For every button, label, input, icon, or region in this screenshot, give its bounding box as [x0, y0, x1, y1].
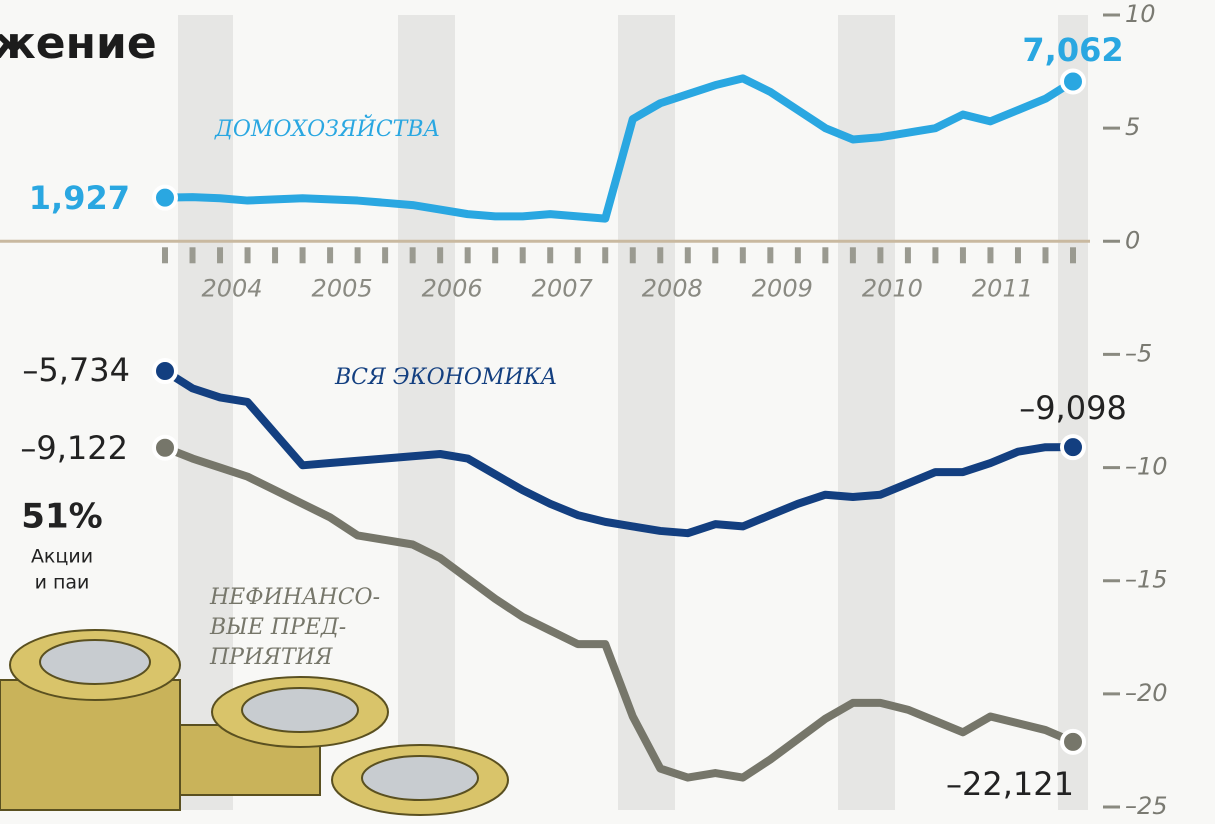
end-point [1060, 68, 1086, 95]
x-tick-mark [189, 247, 196, 264]
bands [178, 15, 1088, 810]
x-tick-mark [877, 247, 884, 264]
series-name-line: НЕФИНАНСО- [209, 585, 380, 610]
x-tick-mark [1014, 247, 1021, 264]
value-label: 7,062 [1022, 31, 1123, 69]
x-tick-mark [987, 247, 994, 264]
x-tick-mark [244, 247, 251, 264]
x-tick-mark [217, 247, 224, 264]
x-tick-mark [959, 247, 966, 264]
x-tick-label: 2005 [312, 274, 373, 302]
y-tick-label: 0 [1125, 226, 1140, 254]
x-tick-mark [272, 247, 279, 264]
y-tick-label: –10 [1125, 453, 1168, 481]
x-tick-mark [519, 247, 526, 264]
annotation: и паи [35, 572, 90, 594]
x-tick-mark [657, 247, 664, 264]
x-tick-label: 2004 [201, 274, 262, 302]
x-tick-label: 2006 [422, 274, 483, 302]
coins [0, 629, 509, 816]
x-tick-label: 2010 [862, 274, 923, 302]
end-point [152, 358, 178, 385]
series-name: ДОМОХОЗЯЙСТВА [214, 114, 440, 142]
x-tick-mark [822, 247, 829, 264]
coin [241, 687, 359, 733]
value-label: –5,734 [22, 351, 130, 389]
x-tick-mark [1070, 247, 1076, 264]
x-tick-mark [299, 247, 306, 264]
annotation: 51% [21, 497, 102, 537]
y-tick-label: –20 [1125, 679, 1168, 707]
x-tick-mark [547, 247, 554, 264]
x-tick-mark [739, 247, 746, 264]
x-tick-mark [574, 247, 581, 264]
x-tick-mark [464, 247, 471, 264]
band [178, 15, 233, 810]
x-tick-mark [849, 247, 856, 264]
x-tick-mark [712, 247, 719, 264]
x-tick-mark [684, 247, 691, 264]
end-point [1060, 728, 1086, 755]
band [1058, 15, 1088, 810]
x-tick-mark [382, 247, 389, 264]
value-label: –22,121 [946, 765, 1074, 803]
x-tick-mark [354, 247, 361, 264]
x-tick-label: 2008 [642, 274, 703, 302]
end-point [152, 434, 178, 461]
chart-title: жение [0, 18, 157, 69]
series-line [164, 74, 1076, 223]
x-tick-mark [602, 247, 609, 264]
value-label: –9,098 [1019, 389, 1127, 427]
x-tick-label: 2007 [532, 274, 594, 302]
series-name-line: ПРИЯТИЯ [209, 645, 334, 670]
x-tick-mark [437, 247, 444, 264]
x-tick-mark [932, 247, 939, 264]
annotation: Акции [31, 546, 93, 568]
band [838, 15, 895, 810]
y-tick-label: 10 [1125, 0, 1156, 28]
series-name: НЕФИНАНСО- ВЫЕ ПРЕД- ПРИЯТИЯ [209, 585, 380, 670]
y-tick-label: –15 [1125, 566, 1168, 594]
x-tick-mark [409, 247, 416, 264]
end-point [152, 184, 178, 211]
series-line [162, 367, 1074, 538]
y-tick-label: –5 [1125, 339, 1152, 367]
x-tick-mark [492, 247, 499, 264]
coin [361, 755, 479, 801]
value-label: –9,122 [20, 429, 128, 467]
value-label: 1,927 [29, 179, 130, 217]
x-tick-mark [794, 247, 801, 264]
y-tick-label: 5 [1125, 113, 1140, 141]
x-tick-label: 2011 [972, 274, 1033, 302]
x-tick-mark [162, 247, 168, 264]
x-tick-mark [767, 247, 774, 264]
series-line [163, 443, 1075, 782]
coin [39, 639, 151, 685]
y-tick-label: –25 [1125, 792, 1168, 820]
series-name-line: ВЫЕ ПРЕД- [209, 615, 346, 640]
band [398, 15, 455, 810]
x-tick-mark [629, 247, 636, 264]
series-name: ВСЯ ЭКОНОМИКА [334, 365, 557, 390]
x-tick-mark [327, 247, 334, 264]
x-tick-label: 2009 [752, 274, 813, 302]
end-point [1060, 434, 1086, 461]
x-tick-mark [904, 247, 911, 264]
x-tick-mark [1042, 247, 1049, 264]
